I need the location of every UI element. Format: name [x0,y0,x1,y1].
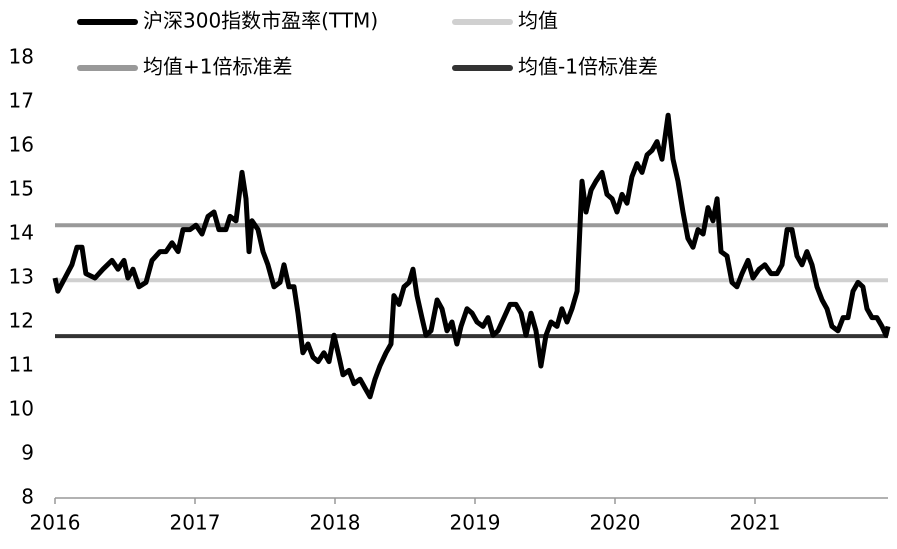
x-tick-label: 2021 [730,511,781,535]
x-tick-label: 2020 [590,511,641,535]
legend-label: 均值-1倍标准差 [518,55,658,79]
y-tick-label: 12 [9,309,34,333]
y-tick-label: 14 [9,221,34,245]
legend-label: 沪深300指数市盈率(TTM) [143,9,378,33]
y-tick-label: 17 [9,89,34,113]
y-tick-label: 11 [9,353,34,377]
x-tick-label: 2019 [450,511,501,535]
y-tick-label: 15 [9,177,34,201]
y-tick-label: 10 [9,397,34,421]
legend-label: 均值+1倍标准差 [143,55,292,79]
y-tick-label: 16 [9,133,34,157]
x-tick-label: 2016 [30,511,81,535]
x-tick-label: 2018 [310,511,361,535]
y-tick-label: 9 [21,441,34,465]
y-tick-label: 13 [9,265,34,289]
legend-label: 均值 [518,9,558,33]
x-tick-label: 2017 [170,511,221,535]
data-line [52,112,891,400]
y-tick-label: 18 [9,45,34,69]
y-tick-label: 8 [21,485,34,509]
